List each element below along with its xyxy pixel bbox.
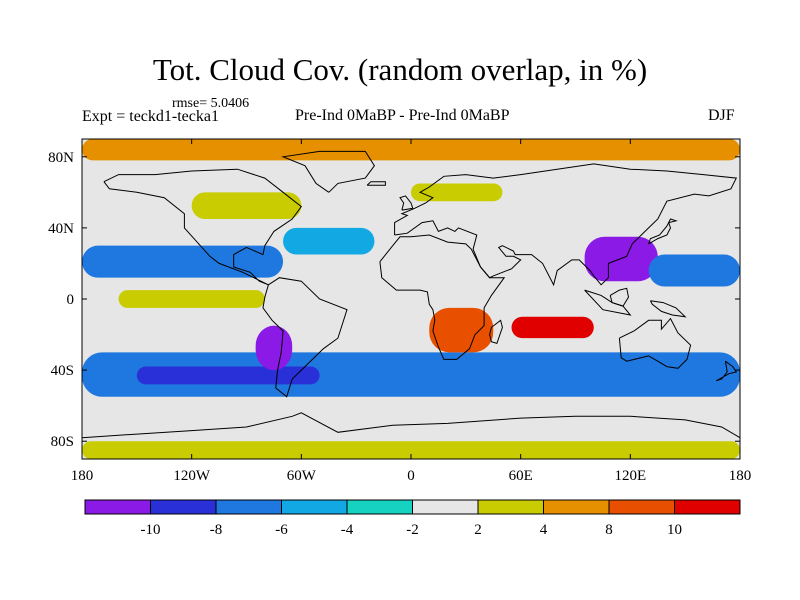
coastline-new-zealand bbox=[715, 360, 738, 382]
colorbar-label: -6 bbox=[275, 522, 288, 538]
y-tick-label: 0 bbox=[67, 292, 75, 308]
x-tick-label: 180 bbox=[729, 468, 752, 484]
coastline-north-america bbox=[103, 168, 302, 286]
coastline-borneo bbox=[609, 287, 630, 307]
contour-equatorial-pacific bbox=[118, 290, 265, 308]
x-tick-label: 120W bbox=[173, 468, 211, 484]
coastline-uk bbox=[399, 195, 414, 211]
contour-southern-africa-max bbox=[429, 307, 494, 353]
colorbar-label: -2 bbox=[406, 522, 419, 538]
colorbar-label: 2 bbox=[474, 522, 482, 538]
coastline-japan bbox=[648, 218, 678, 245]
colorbar-label: -8 bbox=[210, 522, 223, 538]
y-tick-label: 80N bbox=[48, 150, 74, 166]
colorbar-label: 8 bbox=[605, 522, 613, 538]
colorbar-swatch bbox=[281, 499, 348, 515]
colorbar-swatch bbox=[412, 499, 479, 515]
experiment-label: Expt = teckd1-tecka1 bbox=[82, 108, 219, 125]
colorbar-swatch bbox=[608, 499, 675, 515]
chart-title: Tot. Cloud Cov. (random overlap, in %) bbox=[152, 52, 648, 87]
contour-antarctic bbox=[82, 441, 740, 459]
period-label: Pre-Ind 0MaBP - Pre-Ind 0MaBP bbox=[295, 107, 510, 124]
coastline-eurasia bbox=[394, 163, 738, 287]
x-tick-label: 60E bbox=[509, 468, 533, 484]
coastline-australia bbox=[618, 317, 692, 369]
colorbar: -10 -8 -6 -4 -2 2 4 8 10 bbox=[84, 499, 741, 538]
colorbar-swatch bbox=[84, 499, 151, 515]
colorbar-swatch bbox=[477, 499, 544, 515]
contour-south-pacific-core bbox=[136, 366, 320, 385]
colorbar-label: -4 bbox=[341, 522, 354, 538]
coastline-new-guinea bbox=[649, 300, 687, 318]
x-axis: 180 120W 60W 0 60E 120E 180 bbox=[71, 139, 752, 484]
coastline-iceland bbox=[366, 181, 386, 186]
colorbar-label: 4 bbox=[540, 522, 548, 538]
colorbar-label: -10 bbox=[141, 522, 161, 538]
contour-atlantic-band bbox=[283, 227, 375, 255]
colorbar-label: 10 bbox=[667, 522, 682, 538]
coastline-antarctica bbox=[81, 412, 741, 439]
coastline-madagascar bbox=[489, 319, 503, 345]
contour-europe bbox=[411, 183, 503, 202]
coastline-greenland bbox=[281, 150, 376, 193]
season-label: DJF bbox=[708, 107, 735, 124]
x-tick-label: 120E bbox=[614, 468, 646, 484]
contour-arctic bbox=[82, 139, 740, 161]
coastlines bbox=[81, 150, 741, 439]
y-axis: 80N 40N 0 40S 80S bbox=[48, 150, 740, 450]
coastline-south-america bbox=[262, 277, 348, 398]
colorbar-swatch bbox=[346, 499, 413, 515]
y-tick-label: 40S bbox=[51, 363, 74, 379]
colorbar-swatch bbox=[215, 499, 282, 515]
colorbar-swatch bbox=[543, 499, 610, 515]
y-tick-label: 40N bbox=[48, 221, 74, 237]
contour-andes-min bbox=[255, 325, 293, 371]
contour-south-ocean-band bbox=[82, 352, 740, 397]
x-tick-label: 60W bbox=[287, 468, 317, 484]
colorbar-swatch bbox=[674, 499, 741, 515]
y-tick-label: 80S bbox=[51, 434, 74, 450]
coastline-africa bbox=[379, 234, 506, 360]
rmse-label: rmse= 5.0406 bbox=[172, 96, 250, 111]
contour-asia-min bbox=[584, 236, 658, 282]
x-tick-label: 0 bbox=[407, 468, 415, 484]
contour-north-america bbox=[191, 192, 302, 219]
colorbar-swatch bbox=[150, 499, 217, 515]
contour-west-pacific-band bbox=[648, 254, 740, 287]
contour-north-pacific-band bbox=[82, 245, 284, 278]
contour-indian-ocean-max bbox=[511, 316, 594, 339]
x-tick-label: 180 bbox=[71, 468, 94, 484]
